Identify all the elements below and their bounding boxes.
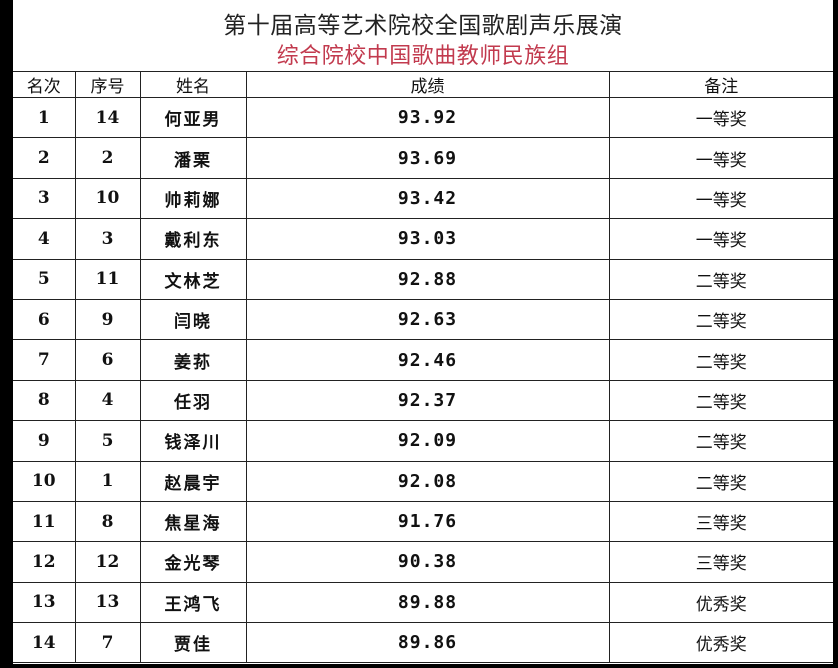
name-cell: 闫晓 <box>139 298 247 341</box>
score-cell: 92.88 <box>245 258 610 300</box>
score-cell: 89.86 <box>245 622 610 664</box>
table-row: 5 11 文林芝 92.88 二等奖 <box>13 258 833 300</box>
number-cell: 4 <box>74 379 141 422</box>
table-row: 7 6 姜荪 92.46 二等奖 <box>13 339 833 381</box>
table-row: 3 10 帅莉娜 93.42 一等奖 <box>13 177 833 220</box>
score-cell: 93.92 <box>245 96 610 139</box>
name-cell: 金光琴 <box>139 541 247 583</box>
number-cell: 12 <box>74 541 141 583</box>
score-cell: 91.76 <box>245 500 610 543</box>
score-cell: 92.63 <box>245 298 610 341</box>
name-cell: 王鸿飞 <box>139 581 247 624</box>
rank-cell: 12 <box>13 541 76 583</box>
table-row: 13 13 王鸿飞 89.88 优秀奖 <box>13 581 833 624</box>
table-row: 12 12 金光琴 90.38 三等奖 <box>13 541 833 583</box>
number-cell: 8 <box>74 500 141 543</box>
remark-cell: 二等奖 <box>608 379 833 422</box>
remark-cell: 一等奖 <box>608 96 833 139</box>
number-cell: 10 <box>74 177 141 220</box>
number-cell: 7 <box>74 622 141 664</box>
table-row: 8 4 任羽 92.37 二等奖 <box>13 379 833 422</box>
header-rank: 名次 <box>13 71 76 98</box>
score-cell: 93.69 <box>245 137 610 179</box>
table-row: 9 5 钱泽川 92.09 二等奖 <box>13 420 833 462</box>
name-cell: 焦星海 <box>139 500 247 543</box>
remark-cell: 优秀奖 <box>608 581 833 624</box>
name-cell: 文林芝 <box>139 258 247 300</box>
header-name: 姓名 <box>139 71 247 98</box>
header-remark: 备注 <box>608 71 833 98</box>
rank-cell: 1 <box>13 96 76 139</box>
rank-cell: 5 <box>13 258 76 300</box>
page-subtitle: 综合院校中国歌曲教师民族组 <box>276 44 570 69</box>
rank-cell: 2 <box>13 137 76 179</box>
page-title: 第十届高等艺术院校全国歌剧声乐展演 <box>223 13 623 39</box>
rank-cell: 3 <box>13 177 76 220</box>
number-cell: 1 <box>74 460 141 502</box>
score-cell: 92.46 <box>245 339 610 381</box>
rank-cell: 8 <box>13 379 76 422</box>
number-cell: 6 <box>74 339 141 381</box>
remark-cell: 二等奖 <box>608 420 833 462</box>
remark-cell: 二等奖 <box>608 339 833 381</box>
name-cell: 潘栗 <box>139 137 247 179</box>
remark-cell: 一等奖 <box>608 137 833 179</box>
results-sheet: 第十届高等艺术院校全国歌剧声乐展演 综合院校中国歌曲教师民族组 名次 序号 姓名… <box>13 0 833 664</box>
rank-cell: 7 <box>13 339 76 381</box>
rank-cell: 4 <box>13 218 76 260</box>
number-cell: 14 <box>74 96 141 139</box>
name-cell: 戴利东 <box>139 218 247 260</box>
remark-cell: 一等奖 <box>608 218 833 260</box>
number-cell: 9 <box>74 298 141 341</box>
remark-cell: 三等奖 <box>608 541 833 583</box>
remark-cell: 优秀奖 <box>608 622 833 664</box>
rank-cell: 13 <box>13 581 76 624</box>
score-cell: 90.38 <box>245 541 610 583</box>
rank-cell: 11 <box>13 500 76 543</box>
name-cell: 赵晨宇 <box>139 460 247 502</box>
score-cell: 92.37 <box>245 379 610 422</box>
header-score: 成绩 <box>245 71 610 98</box>
number-cell: 2 <box>74 137 141 179</box>
rank-cell: 9 <box>13 420 76 462</box>
table-row: 11 8 焦星海 91.76 三等奖 <box>13 500 833 543</box>
number-cell: 11 <box>74 258 141 300</box>
score-cell: 89.88 <box>245 581 610 624</box>
name-cell: 姜荪 <box>139 339 247 381</box>
name-cell: 何亚男 <box>139 96 247 139</box>
name-cell: 任羽 <box>139 379 247 422</box>
table-row: 6 9 闫晓 92.63 二等奖 <box>13 298 833 341</box>
rank-cell: 10 <box>13 460 76 502</box>
number-cell: 3 <box>74 218 141 260</box>
remark-cell: 二等奖 <box>608 460 833 502</box>
name-cell: 帅莉娜 <box>139 177 247 220</box>
rank-cell: 6 <box>13 298 76 341</box>
header-number: 序号 <box>74 71 141 98</box>
score-cell: 93.03 <box>245 218 610 260</box>
score-cell: 92.08 <box>245 460 610 502</box>
rank-cell: 14 <box>13 622 76 664</box>
name-cell: 贾佳 <box>139 622 247 664</box>
table-row: 10 1 赵晨宇 92.08 二等奖 <box>13 460 833 502</box>
table-row: 2 2 潘栗 93.69 一等奖 <box>13 137 833 179</box>
results-table: 名次 序号 姓名 成绩 备注 1 14 何亚男 93.92 一等奖 2 2 潘栗 93.69 一等… <box>13 71 833 664</box>
score-cell: 92.09 <box>245 420 610 462</box>
name-cell: 钱泽川 <box>139 420 247 462</box>
table-row: 4 3 戴利东 93.03 一等奖 <box>13 218 833 260</box>
remark-cell: 二等奖 <box>608 298 833 341</box>
remark-cell: 三等奖 <box>608 500 833 543</box>
table-row: 14 7 贾佳 89.86 优秀奖 <box>13 622 833 664</box>
remark-cell: 一等奖 <box>608 177 833 220</box>
table-row: 1 14 何亚男 93.92 一等奖 <box>13 96 833 139</box>
remark-cell: 二等奖 <box>608 258 833 300</box>
number-cell: 5 <box>74 420 141 462</box>
header-row: 名次 序号 姓名 成绩 备注 <box>13 71 833 98</box>
score-cell: 93.42 <box>245 177 610 220</box>
number-cell: 13 <box>74 581 141 624</box>
